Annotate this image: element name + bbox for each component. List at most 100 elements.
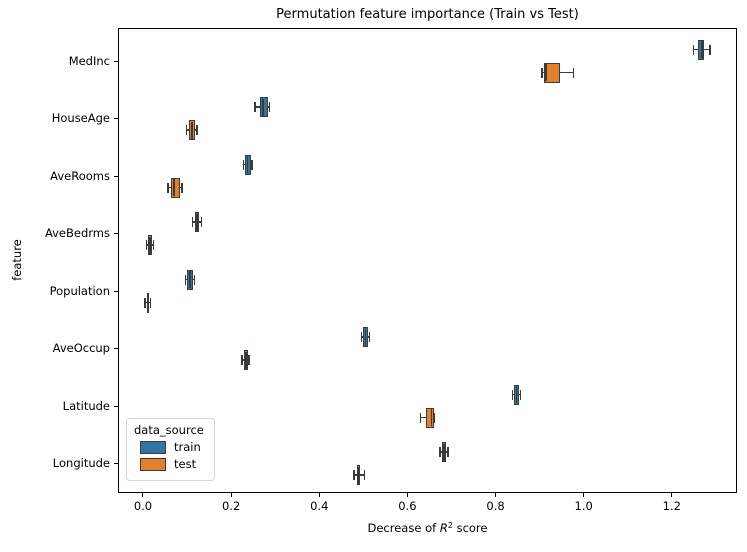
legend: data_source train test	[126, 418, 215, 481]
box-test-Latitude	[425, 407, 434, 428]
x-axis-label-post: score	[452, 521, 488, 535]
whisker-cap-low-test-MedInc	[541, 67, 543, 78]
whisker-low-test-AveRooms	[168, 186, 172, 189]
median-test-MedInc	[545, 64, 547, 81]
ytick-mark-AveRooms	[114, 175, 118, 177]
x-axis-label-pre: Decrease of	[367, 521, 440, 535]
ytick-mark-AveBedrms	[114, 233, 118, 234]
box-test-AveRooms	[171, 177, 181, 198]
xtick-mark-0.8	[495, 493, 497, 497]
median-test-Population	[147, 294, 149, 311]
x-axis-label: Decrease of R2 score	[118, 521, 737, 535]
whisker-cap-low-test-Longitude	[353, 470, 355, 480]
chart-title: Permutation feature importance (Train vs…	[276, 7, 579, 22]
median-train-Population	[189, 271, 191, 288]
box-test-MedInc	[544, 62, 561, 83]
ytick-label-MedInc: MedInc	[68, 53, 110, 68]
whisker-cap-high-train-AveOccup	[368, 332, 371, 342]
ytick-label-HouseAge: HouseAge	[51, 111, 110, 125]
whisker-cap-high-train-MedInc	[709, 44, 711, 55]
whisker-cap-high-train-HouseAge	[268, 102, 271, 112]
whisker-cap-low-train-AveRooms	[242, 159, 245, 170]
xtick-label-0.8: 0.8	[486, 499, 505, 513]
box-train-HouseAge	[259, 97, 268, 117]
whisker-cap-high-train-AveRooms	[251, 159, 253, 170]
xtick-mark-0.0	[142, 493, 144, 497]
whisker-cap-high-test-Latitude	[433, 412, 436, 423]
whisker-low-test-AveOccup	[242, 359, 245, 361]
ytick-mark-AveOccup	[114, 348, 118, 349]
median-train-Longitude	[443, 443, 445, 461]
whisker-high-test-MedInc	[560, 71, 574, 74]
whisker-high-test-HouseAge	[194, 129, 197, 131]
median-test-AveRooms	[173, 179, 175, 196]
whisker-cap-high-test-Population	[149, 297, 152, 308]
whisker-low-test-HouseAge	[186, 129, 190, 131]
xtick-mark-0.6	[406, 493, 408, 497]
whisker-cap-high-test-HouseAge	[196, 125, 198, 135]
ytick-mark-Longitude	[114, 463, 118, 464]
xtick-mark-1.0	[583, 493, 585, 497]
median-test-AveBedrms	[149, 236, 151, 254]
whisker-low-train-Population	[185, 278, 188, 281]
whisker-cap-low-test-HouseAge	[185, 125, 188, 135]
legend-title: data_source	[134, 423, 204, 437]
whisker-low-train-HouseAge	[254, 106, 260, 108]
ytick-mark-HouseAge	[114, 118, 118, 119]
median-train-HouseAge	[262, 98, 264, 116]
xtick-label-1.0: 1.0	[574, 499, 593, 513]
median-train-Latitude	[515, 386, 518, 403]
whisker-low-test-AveBedrms	[146, 244, 149, 246]
whisker-high-train-Latitude	[518, 393, 521, 396]
whisker-high-train-HouseAge	[267, 106, 270, 108]
whisker-low-test-Longitude	[354, 474, 358, 476]
ytick-label-AveRooms: AveRooms	[50, 168, 110, 183]
whisker-low-train-Latitude	[512, 393, 515, 396]
legend-swatch-test-icon	[140, 457, 166, 471]
whisker-high-train-Longitude	[446, 451, 448, 453]
whisker-cap-low-train-MedInc	[692, 44, 695, 55]
median-train-AveOccup	[364, 328, 367, 346]
whisker-low-test-MedInc	[541, 71, 545, 74]
whisker-high-train-MedInc	[704, 48, 711, 51]
whisker-high-train-AveBedrms	[199, 221, 202, 223]
median-test-Longitude	[358, 466, 360, 484]
whisker-low-train-AveBedrms	[192, 221, 195, 223]
whisker-cap-high-test-MedInc	[572, 67, 575, 78]
whisker-low-train-Longitude	[440, 451, 443, 453]
whisker-high-test-AveBedrms	[151, 244, 154, 246]
xtick-mark-0.2	[230, 493, 232, 497]
whisker-high-train-Population	[192, 278, 195, 281]
whisker-cap-low-train-Longitude	[439, 447, 441, 457]
legend-swatch-train-icon	[140, 440, 166, 454]
whisker-cap-high-train-Longitude	[447, 447, 449, 457]
whisker-cap-low-train-Latitude	[511, 389, 514, 400]
whisker-cap-high-train-Latitude	[519, 389, 522, 400]
xtick-label-0.6: 0.6	[398, 499, 417, 513]
xtick-mark-0.4	[318, 493, 320, 497]
whisker-cap-high-test-AveRooms	[181, 182, 183, 193]
xtick-mark-1.2	[671, 493, 673, 497]
xtick-label-0.4: 0.4	[310, 499, 329, 513]
median-test-AveOccup	[245, 351, 247, 369]
whisker-low-test-Population	[145, 301, 147, 304]
legend-label-test: test	[174, 457, 197, 471]
legend-entry-train: train	[140, 440, 204, 454]
whisker-low-train-MedInc	[693, 48, 699, 51]
whisker-cap-high-train-AveBedrms	[200, 217, 203, 227]
whisker-cap-low-test-AveOccup	[241, 355, 243, 365]
median-train-MedInc	[701, 41, 703, 58]
whisker-low-train-AveOccup	[361, 336, 364, 338]
ytick-label-AveBedrms: AveBedrms	[44, 226, 110, 240]
legend-label-train: train	[174, 440, 201, 454]
whisker-cap-low-train-Population	[184, 274, 187, 285]
whisker-cap-low-test-AveRooms	[167, 182, 169, 193]
whisker-cap-low-test-Population	[144, 297, 146, 308]
ytick-label-AveOccup: AveOccup	[52, 341, 110, 355]
legend-entry-test: test	[140, 457, 204, 471]
whisker-cap-low-test-AveBedrms	[145, 240, 148, 250]
y-axis-label: feature	[10, 239, 24, 281]
ytick-label-Population: Population	[49, 283, 110, 298]
xtick-label-1.2: 1.2	[662, 499, 681, 513]
